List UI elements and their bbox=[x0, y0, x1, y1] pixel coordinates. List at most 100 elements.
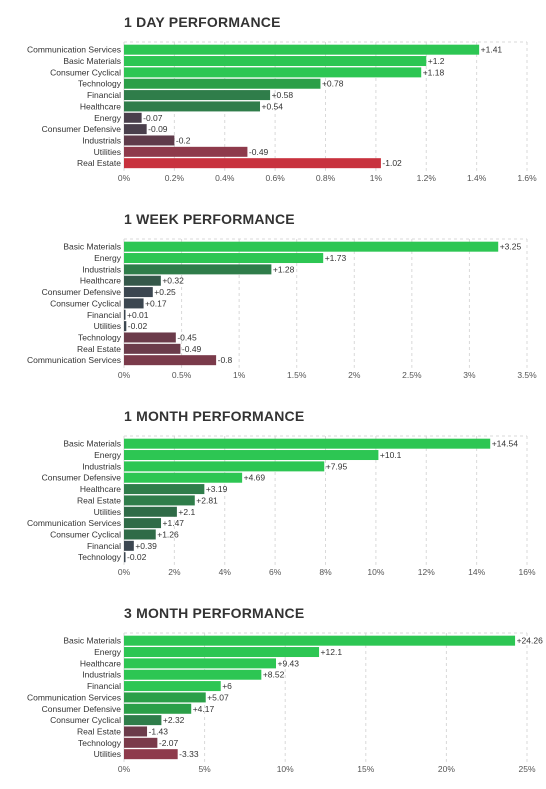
category-label: Technology bbox=[78, 552, 122, 562]
bar bbox=[124, 715, 162, 726]
data-label: -1.43 bbox=[149, 726, 169, 736]
bar bbox=[124, 332, 176, 343]
bar bbox=[124, 681, 221, 692]
data-label: -0.02 bbox=[128, 321, 148, 331]
bar-chart-1-day: 0% 0.2% 0.4% 0.6% 0.8% 1% 1.2% 1.4% 1.6% Communic… bbox=[27, 41, 537, 183]
data-label: +2.81 bbox=[196, 495, 218, 505]
category-label: Financial bbox=[87, 90, 121, 100]
bar-chart-1-week: 0% 0.5% 1% 1.5% 2% 2.5% 3% 3.5% Basic Materials +… bbox=[27, 238, 537, 380]
tick-label: 1.5% bbox=[287, 370, 307, 380]
data-label: +0.32 bbox=[162, 276, 184, 286]
tick-label: 16% bbox=[518, 567, 535, 577]
data-label: +1.28 bbox=[273, 264, 295, 274]
data-label: +2.1 bbox=[178, 507, 195, 517]
data-label: -2.07 bbox=[159, 738, 179, 748]
tick-label: 2% bbox=[168, 567, 181, 577]
bar bbox=[124, 472, 243, 483]
bar bbox=[124, 703, 192, 714]
tick-label: 1.2% bbox=[417, 173, 437, 183]
data-label: +0.58 bbox=[272, 90, 294, 100]
tick-label: 0.2% bbox=[165, 173, 185, 183]
bar bbox=[124, 635, 516, 646]
bar bbox=[124, 658, 277, 669]
chart-panel-1-day: 1 DAY PERFORMANCE 0% 0.2% 0.4% 0.6% 0.8% 1% 1.… bbox=[0, 14, 546, 194]
bar bbox=[124, 529, 156, 540]
bar bbox=[124, 124, 147, 135]
tick-label: 3.5% bbox=[517, 370, 537, 380]
tick-label: 5% bbox=[198, 764, 211, 774]
category-label: Utilities bbox=[94, 507, 121, 517]
bar bbox=[124, 112, 142, 123]
tick-label: 1% bbox=[370, 173, 383, 183]
tick-label: 15% bbox=[357, 764, 374, 774]
data-label: -0.09 bbox=[148, 124, 168, 134]
tick-label: 1.4% bbox=[467, 173, 487, 183]
data-label: +1.47 bbox=[163, 518, 185, 528]
tick-label: 6% bbox=[269, 567, 282, 577]
tick-label: 2.5% bbox=[402, 370, 422, 380]
chart-title: 1 WEEK PERFORMANCE bbox=[124, 211, 295, 227]
data-label: -0.49 bbox=[249, 147, 269, 157]
category-label: Utilities bbox=[94, 321, 121, 331]
category-label: Healthcare bbox=[80, 276, 121, 286]
category-label: Industrials bbox=[82, 461, 121, 471]
category-label: Utilities bbox=[94, 749, 121, 759]
data-label: +14.54 bbox=[492, 439, 519, 449]
bar bbox=[124, 461, 325, 472]
data-label: -1.02 bbox=[382, 158, 402, 168]
data-label: -0.49 bbox=[182, 344, 202, 354]
bar bbox=[124, 726, 148, 737]
bar-chart-1-month: 0% 2% 4% 6% 8% 10% 12% 14% 16% Basic Materials +14… bbox=[27, 435, 536, 577]
bar bbox=[124, 135, 175, 146]
data-label: +1.26 bbox=[157, 529, 179, 539]
category-label: Consumer Defensive bbox=[42, 287, 122, 297]
bar bbox=[124, 56, 427, 67]
bar bbox=[124, 241, 499, 252]
bar bbox=[124, 298, 144, 309]
category-label: Communication Services bbox=[27, 45, 121, 55]
data-label: +24.26 bbox=[517, 636, 544, 646]
tick-label: 0% bbox=[118, 173, 131, 183]
bar bbox=[124, 309, 126, 320]
bar bbox=[124, 158, 381, 169]
bar bbox=[124, 552, 126, 563]
data-label: +0.78 bbox=[322, 79, 344, 89]
chart-title: 1 MONTH PERFORMANCE bbox=[124, 408, 305, 424]
category-label: Financial bbox=[87, 310, 121, 320]
category-label: Technology bbox=[78, 332, 122, 342]
bar bbox=[124, 495, 195, 506]
bar bbox=[124, 647, 320, 658]
category-label: Real Estate bbox=[77, 726, 121, 736]
tick-label: 0.6% bbox=[265, 173, 285, 183]
tick-label: 4% bbox=[219, 567, 232, 577]
data-label: +9.43 bbox=[278, 658, 300, 668]
tick-label: 0.8% bbox=[316, 173, 336, 183]
bar bbox=[124, 450, 379, 461]
bar bbox=[124, 737, 158, 748]
data-label: +1.18 bbox=[423, 67, 445, 77]
data-label: +8.52 bbox=[263, 670, 285, 680]
category-label: Industrials bbox=[82, 670, 121, 680]
data-label: +5.07 bbox=[207, 692, 229, 702]
tick-label: 2% bbox=[348, 370, 361, 380]
tick-label: 0.5% bbox=[172, 370, 192, 380]
data-label: -0.02 bbox=[127, 552, 147, 562]
data-label: +2.32 bbox=[163, 715, 185, 725]
category-label: Energy bbox=[94, 113, 122, 123]
category-label: Basic Materials bbox=[63, 56, 121, 66]
data-label: +0.54 bbox=[262, 101, 284, 111]
data-label: +0.01 bbox=[127, 310, 149, 320]
bar bbox=[124, 90, 271, 101]
category-label: Utilities bbox=[94, 147, 121, 157]
category-label: Consumer Defensive bbox=[42, 704, 122, 714]
tick-label: 0% bbox=[118, 370, 131, 380]
bar bbox=[124, 253, 324, 264]
category-label: Healthcare bbox=[80, 484, 121, 494]
data-label: +1.73 bbox=[325, 253, 347, 263]
bar bbox=[124, 669, 262, 680]
bar bbox=[124, 264, 272, 275]
data-label: +0.39 bbox=[135, 541, 157, 551]
data-label: -0.07 bbox=[143, 113, 163, 123]
category-label: Energy bbox=[94, 647, 122, 657]
category-label: Consumer Cyclical bbox=[50, 298, 121, 308]
